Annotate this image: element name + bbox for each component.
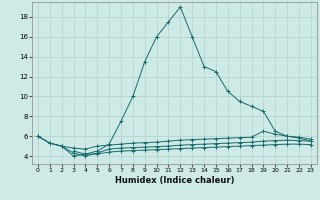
X-axis label: Humidex (Indice chaleur): Humidex (Indice chaleur): [115, 176, 234, 185]
